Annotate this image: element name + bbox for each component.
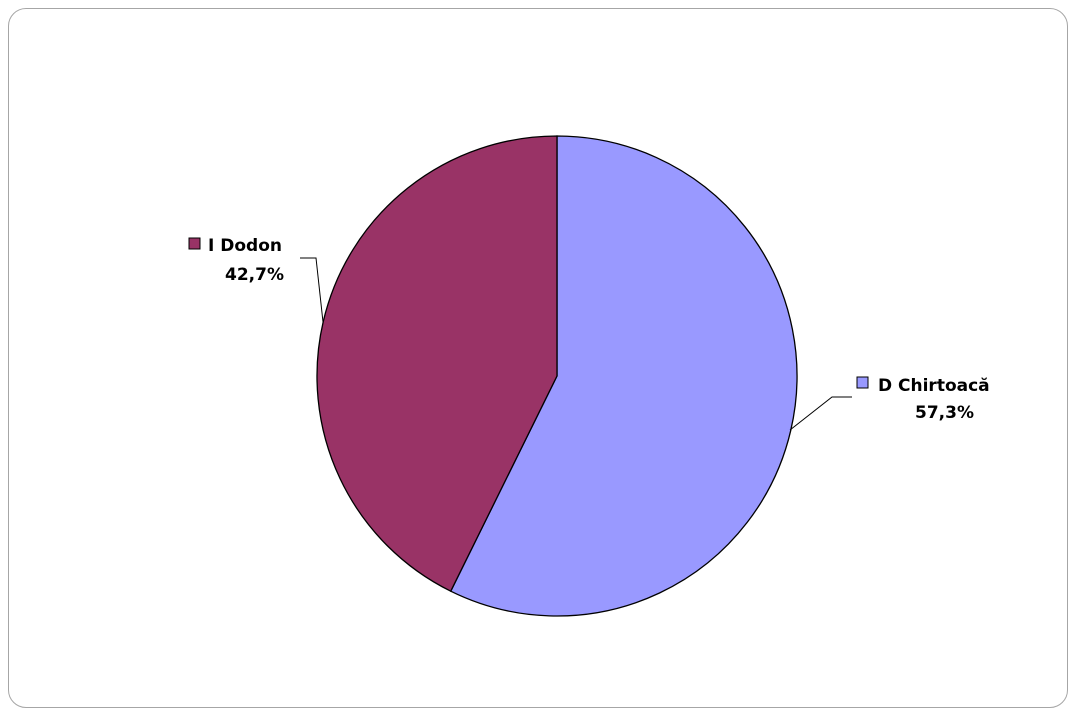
leader-line	[300, 257, 324, 323]
legend-key	[856, 376, 869, 389]
slice-label: D Chirtoacă	[878, 376, 990, 396]
slice-label: I Dodon	[208, 236, 282, 256]
leader-line	[789, 396, 852, 431]
legend-key	[188, 237, 201, 250]
slice-value-label: 42,7%	[225, 265, 284, 285]
pie-slice-chirtoaca	[449, 135, 798, 617]
slice-value-label: 57,3%	[915, 403, 974, 423]
